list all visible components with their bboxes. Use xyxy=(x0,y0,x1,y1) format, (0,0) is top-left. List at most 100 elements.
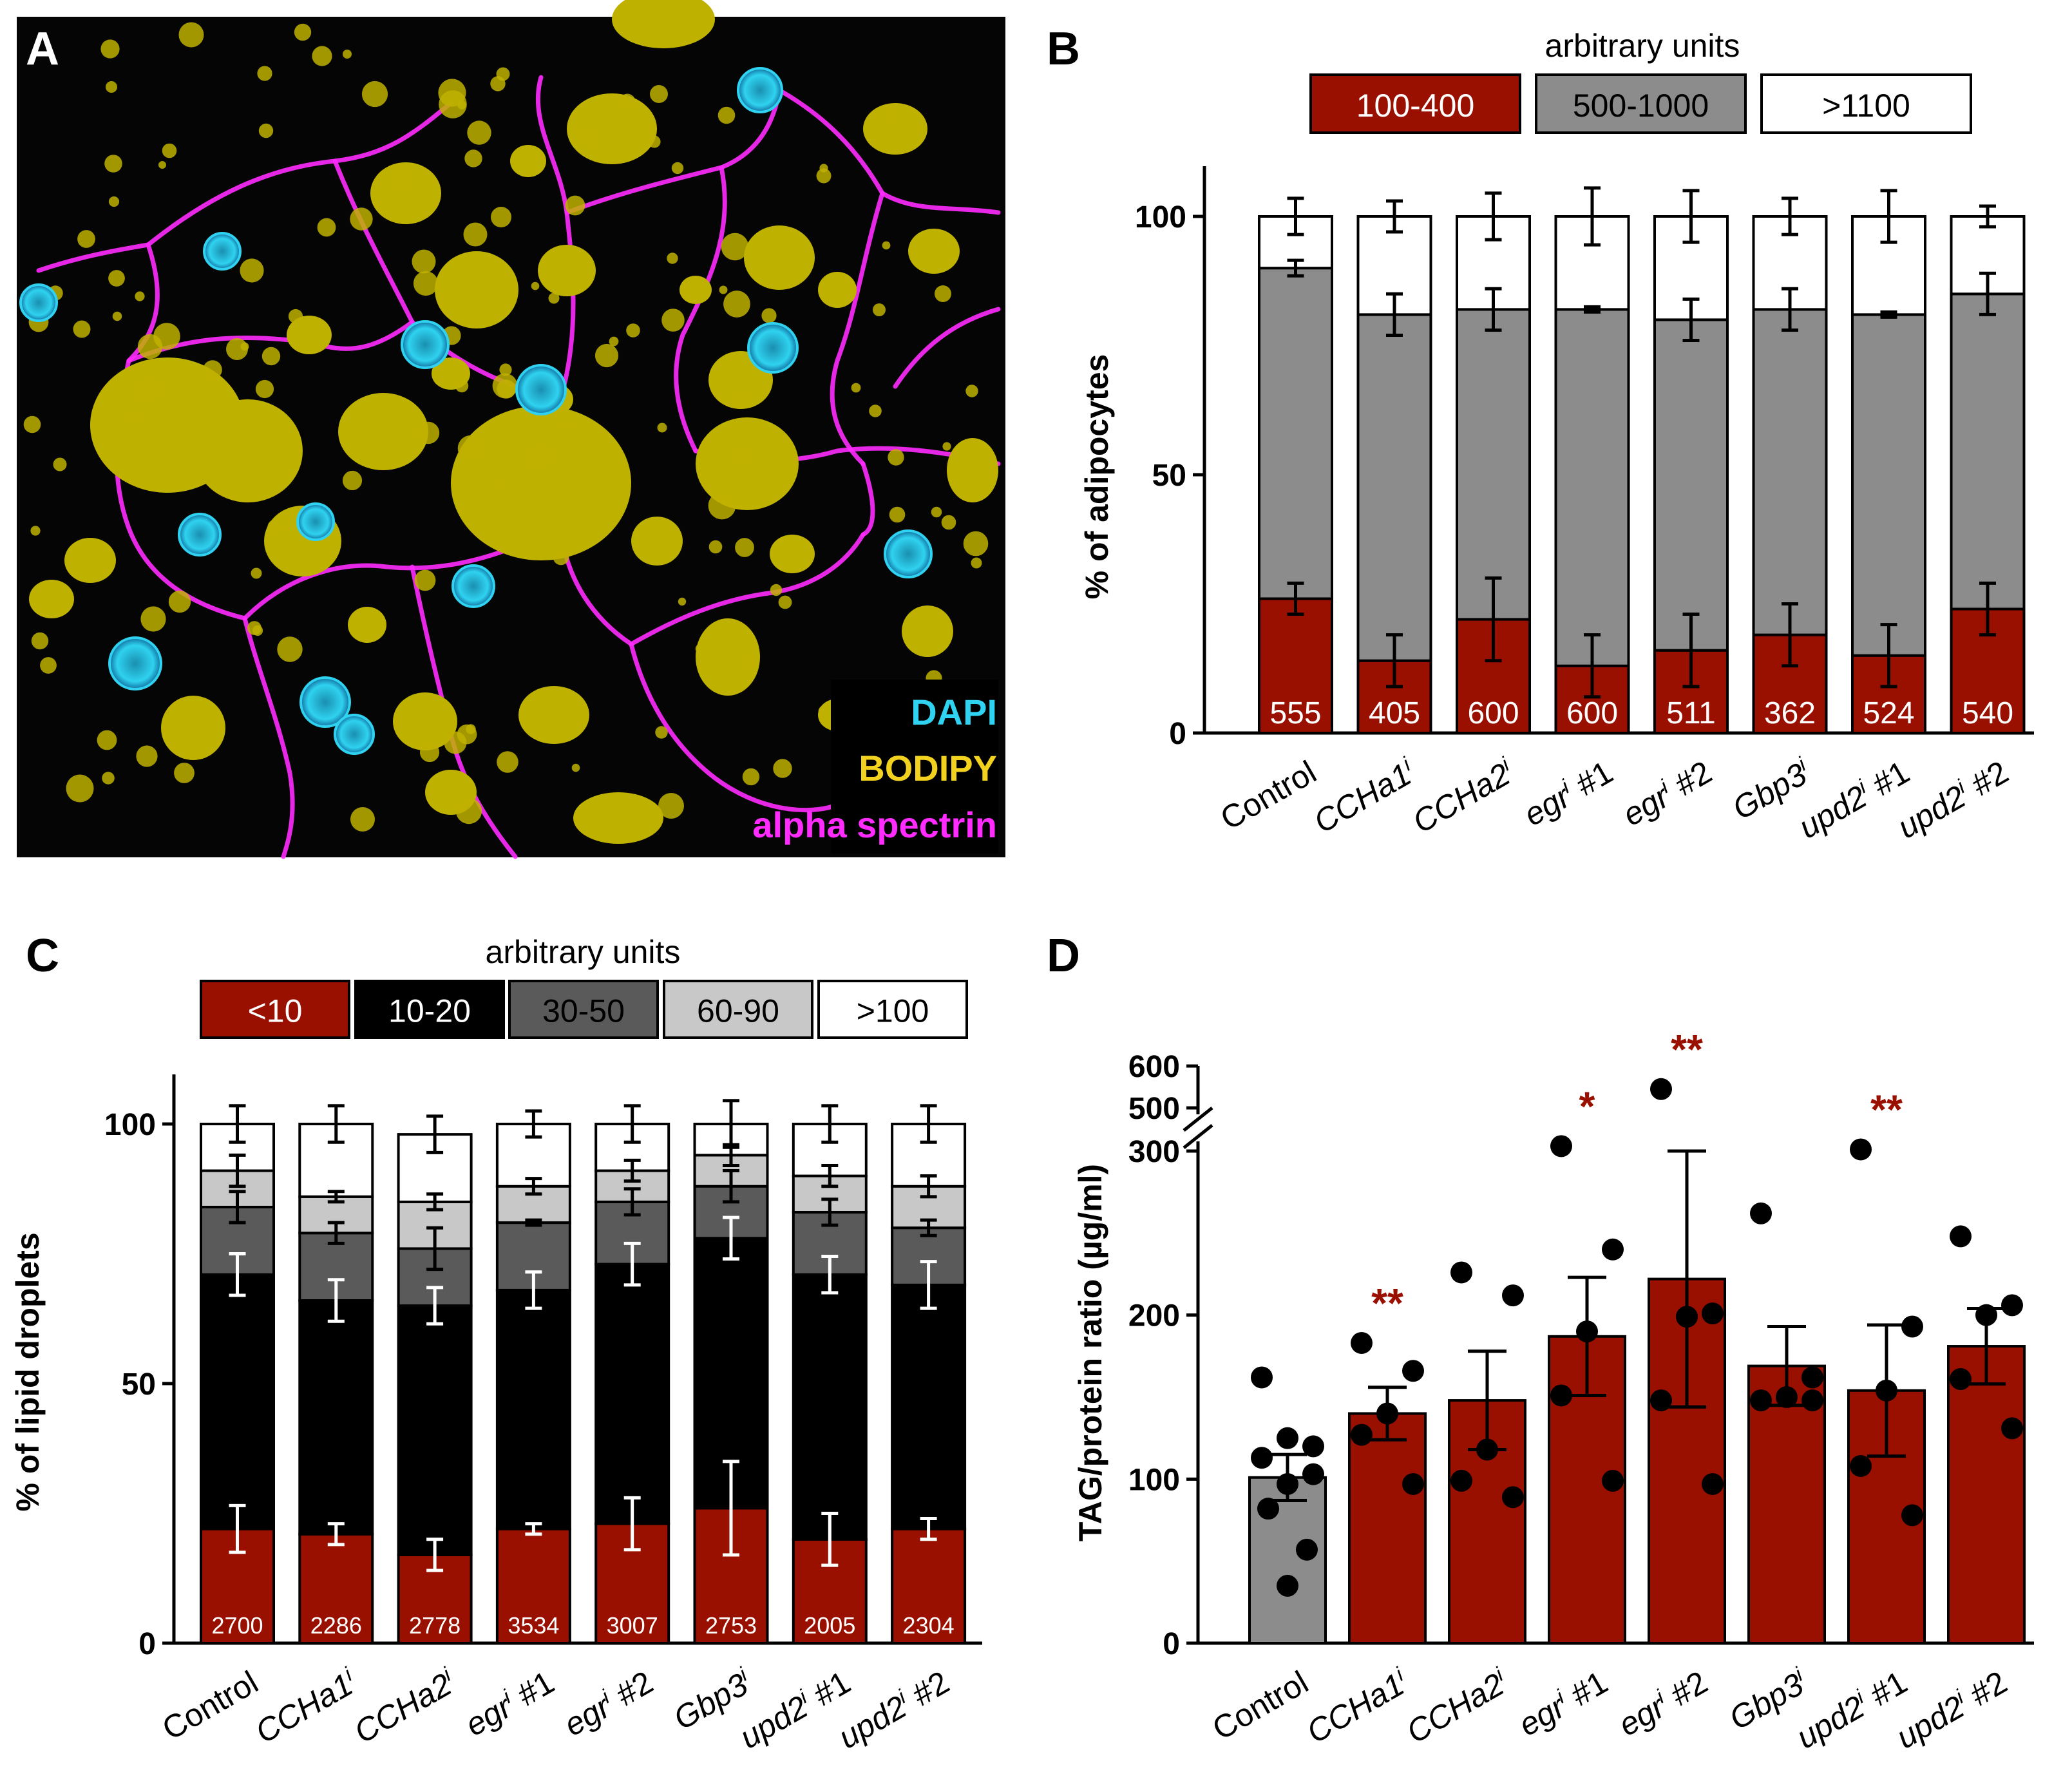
small-lipid-droplet xyxy=(203,360,222,379)
panel-letter-d: D xyxy=(1047,930,1080,982)
data-point xyxy=(1502,1284,1524,1307)
category-label-suffix: #1 xyxy=(1557,1664,1613,1717)
small-lipid-droplet xyxy=(240,258,264,283)
error-bar-egr-2 xyxy=(1668,1149,1706,1409)
data-point xyxy=(1277,1574,1298,1597)
small-lipid-droplet xyxy=(466,724,476,734)
error-bar-ccha1 xyxy=(1368,1386,1407,1442)
data-point xyxy=(1257,1498,1279,1520)
lipid-droplet-23 xyxy=(29,580,74,618)
small-lipid-droplet xyxy=(455,379,469,393)
small-lipid-droplet xyxy=(657,423,667,433)
error-bar-ccha2-1100 xyxy=(1485,191,1502,242)
x-category-label-egr-2: egri #2 xyxy=(1612,1662,1714,1743)
data-points-egr-2 xyxy=(1650,1078,1724,1495)
data-point xyxy=(1901,1504,1923,1527)
small-lipid-droplet xyxy=(112,311,122,321)
category-label-suffix: #2 xyxy=(1657,1664,1713,1717)
nucleus-4 xyxy=(747,322,799,374)
small-lipid-droplet xyxy=(257,66,272,81)
y-tick-label-0: 0 xyxy=(1163,1627,1180,1661)
x-category-label-upd2-2: upd2i #2 xyxy=(1890,1662,2013,1755)
error-bar-upd2-2-100 xyxy=(920,1104,937,1144)
legend-label-60-90: 60-90 xyxy=(697,993,779,1029)
small-lipid-droplet xyxy=(963,531,989,557)
error-bar-ccha2-30-50 xyxy=(426,1226,444,1271)
error-bar-upd2-2-10 xyxy=(920,1517,937,1541)
category-label-name: Control xyxy=(1214,754,1322,837)
x-category-label-control: Control xyxy=(1206,1664,1315,1747)
significance-marker-ccha1: ** xyxy=(1371,1280,1403,1326)
error-bar-upd2-2-500-1000 xyxy=(1979,271,1996,316)
error-bar-upd2-2 xyxy=(1967,1306,2006,1386)
small-lipid-droplet xyxy=(414,569,436,591)
small-lipid-droplet xyxy=(671,162,684,175)
y-tick-label-0: 0 xyxy=(138,1627,156,1661)
bar-ccha1 xyxy=(1348,1412,1427,1644)
small-lipid-droplet xyxy=(457,435,484,462)
error-bar-egr-1-100-400 xyxy=(1584,633,1601,699)
x-category-label-egr-1: egri #1 xyxy=(1512,1662,1614,1743)
small-lipid-droplet xyxy=(392,169,414,191)
category-label-name: CCHa2 xyxy=(1407,756,1516,841)
y-tick-label-300: 300 xyxy=(1128,1135,1180,1169)
error-bar-ccha1-30-50 xyxy=(327,1221,345,1245)
error-bar-ccha1-1100 xyxy=(1386,199,1403,234)
small-lipid-droplet xyxy=(343,50,352,59)
nucleus-6 xyxy=(884,529,933,578)
lipid-droplet-1 xyxy=(193,399,303,502)
lipid-droplet-29 xyxy=(287,316,332,354)
small-lipid-droplet xyxy=(136,745,158,767)
small-lipid-droplet xyxy=(742,768,760,786)
lipid-droplet-18 xyxy=(161,696,225,760)
bar-segment-ccha2-10-20 xyxy=(397,1304,473,1556)
x-category-label-ccha2: CCHa2i xyxy=(1406,752,1521,840)
category-label-suffix: #1 xyxy=(1859,754,1915,807)
error-bar-egr-1-500-1000 xyxy=(1584,305,1601,314)
error-bar-upd2-1-10 xyxy=(821,1512,839,1567)
membrane-14 xyxy=(629,642,840,813)
error-bar-ccha2-10-20 xyxy=(426,1286,444,1326)
lipid-droplet-11 xyxy=(947,438,998,502)
channel-label-dapi: DAPI xyxy=(911,692,997,732)
small-lipid-droplet xyxy=(247,621,261,635)
n-count-egr-2: 511 xyxy=(1666,696,1716,730)
axis-break-mark-lower xyxy=(1183,1124,1213,1149)
category-label-name: CCHa1 xyxy=(1300,1666,1410,1750)
bar-segment-control-500-1000 xyxy=(1258,267,1333,600)
data-point xyxy=(2001,1294,2023,1317)
error-bar-control-30-50 xyxy=(229,1190,246,1224)
error-bar-gbp3-1100 xyxy=(1782,196,1798,236)
error-bar-upd2-2-100-400 xyxy=(1979,581,1996,637)
small-lipid-droplet xyxy=(104,155,122,173)
nucleus-9 xyxy=(299,676,351,728)
n-count-ccha2: 2778 xyxy=(409,1612,461,1639)
error-bar-upd2-2-1100 xyxy=(1979,204,1996,229)
small-lipid-droplet xyxy=(77,230,95,248)
category-label-suffix: #2 xyxy=(602,1664,659,1717)
small-lipid-droplet xyxy=(650,85,668,103)
category-label-suffix: #2 xyxy=(898,1664,955,1717)
data-point xyxy=(1402,1360,1424,1382)
error-bar-upd2-2-10-20 xyxy=(920,1260,937,1310)
legend-swatch-30-50 xyxy=(508,980,659,1039)
category-label-name: CCHa2 xyxy=(348,1666,457,1751)
error-bar-ccha2-100-400 xyxy=(1485,576,1502,663)
data-point xyxy=(1296,1538,1318,1561)
category-label-name: Control xyxy=(156,1664,264,1747)
nucleus-8 xyxy=(108,636,162,690)
n-count-upd2-1: 2005 xyxy=(804,1612,855,1639)
error-bar-control-1100 xyxy=(1287,196,1304,236)
y-tick-label-100: 100 xyxy=(1135,200,1186,234)
error-bar-ccha1-60-90 xyxy=(327,1190,345,1204)
legend-swatch-100 xyxy=(817,980,968,1039)
lipid-droplet-24 xyxy=(902,605,953,657)
bar-segment-upd2-1-10 xyxy=(792,1538,868,1645)
data-point xyxy=(1801,1366,1823,1389)
y-tick-label-50: 50 xyxy=(1152,459,1186,493)
small-lipid-droplet xyxy=(818,705,830,717)
error-bar-gbp3-10-20 xyxy=(723,1215,739,1261)
small-lipid-droplet xyxy=(73,320,91,338)
panel-c-chart: C arbitrary units <10 10-20 30-50 60-90 >100 0… xyxy=(10,930,982,1756)
nucleus-7 xyxy=(451,564,495,608)
